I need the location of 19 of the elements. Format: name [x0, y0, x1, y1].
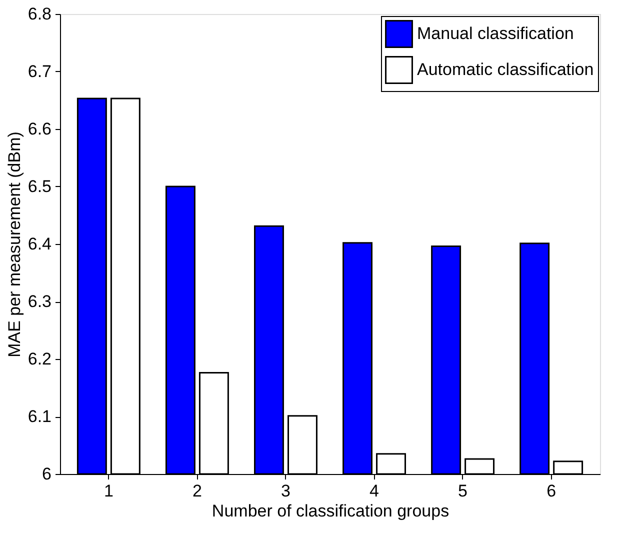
y-tick-label: 6.7 — [28, 62, 52, 81]
y-tick-label: 6 — [42, 464, 52, 484]
y-tick-label: 6.4 — [28, 234, 52, 254]
x-tick-label: 5 — [458, 482, 468, 500]
y-axis-title: MAE per measurement (dBm) — [4, 132, 24, 358]
x-tick-label: 6 — [546, 482, 556, 500]
x-tick-label: 3 — [281, 482, 290, 500]
y-tick-label: 6.5 — [28, 177, 52, 196]
y-tick-label: 6.6 — [28, 120, 52, 138]
legend-label: Manual classification — [417, 24, 574, 43]
x-tick-label: 2 — [192, 482, 202, 500]
y-tick-label: 6.2 — [28, 350, 52, 368]
y-tick-label: 6.3 — [28, 292, 52, 311]
x-axis-title: Number of classification groups — [212, 502, 450, 520]
y-tick-label: 6.1 — [28, 407, 52, 426]
legend-label: Automatic classification — [417, 60, 594, 79]
x-tick-label: 1 — [104, 482, 114, 500]
y-tick-label: 6.8 — [28, 4, 52, 24]
x-tick-label: 4 — [370, 482, 379, 500]
